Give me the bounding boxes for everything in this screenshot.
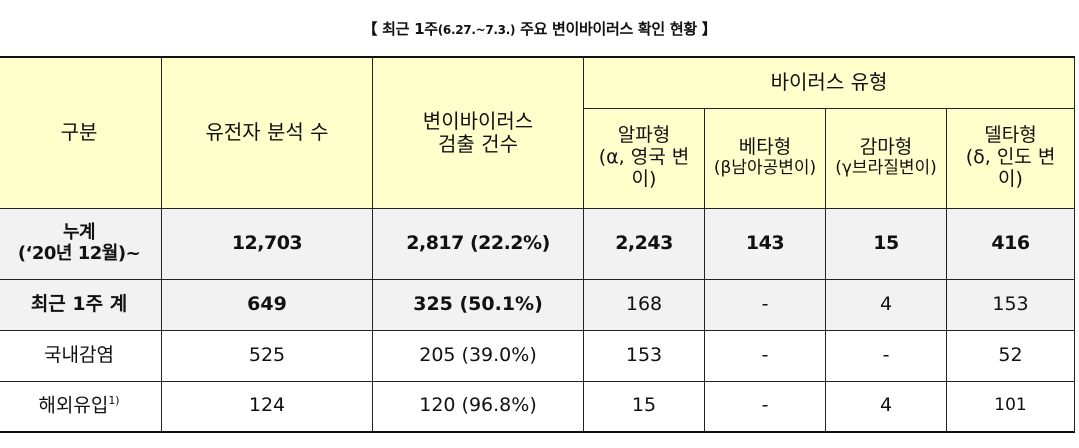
cell-delta: 101: [945, 380, 1076, 433]
cell-gamma: 15: [825, 207, 947, 280]
table-row-domestic: 국내감염 525 205 (39.0%) 153 - - 52: [0, 329, 1076, 382]
row-label-cumulative: 누계 (‘20년 12월)~: [0, 207, 162, 280]
header-alpha: 알파형 (α, 영국 변 이): [583, 107, 705, 209]
row-label-domestic: 국내감염: [0, 329, 162, 382]
table-caption: 【 최근 1주(6.27.~7.3.) 주요 변이바이러스 확인 현황 】: [0, 18, 1079, 39]
cell-beta: -: [704, 278, 826, 331]
cell-delta: 52: [945, 329, 1076, 382]
header-category: 구분: [0, 56, 162, 209]
header-gamma: 감마형 (γ브라질변이): [825, 107, 947, 209]
row-label-recent-week: 최근 1주 계: [0, 278, 162, 331]
cell-genome: 12,703: [161, 207, 373, 280]
header-variant-detected: 변이바이러스 검출 건수: [372, 56, 584, 209]
cell-variant: 325 (50.1%): [372, 278, 584, 331]
cell-beta: 143: [704, 207, 826, 280]
table-row-imported: 해외유입1) 124 120 (96.8%) 15 - 4 101: [0, 380, 1076, 433]
header-beta: 베타형 (β남아공변이): [704, 107, 826, 209]
cell-beta: -: [704, 380, 826, 433]
footnote-marker: 1): [108, 394, 120, 408]
cell-gamma: 4: [825, 380, 947, 433]
cell-variant: 120 (96.8%): [372, 380, 584, 433]
cell-delta: 416: [945, 207, 1076, 280]
cell-beta: -: [704, 329, 826, 382]
caption-close: 주요 변이바이러스 확인 현황 】: [515, 20, 717, 38]
cell-genome: 649: [161, 278, 373, 331]
cell-alpha: 168: [583, 278, 705, 331]
caption-period: (6.27.~7.3.): [437, 23, 516, 37]
cell-alpha: 15: [583, 380, 705, 433]
cell-genome: 124: [161, 380, 373, 433]
header-virus-type: 바이러스 유형: [582, 56, 1076, 109]
cell-variant: 205 (39.0%): [372, 329, 584, 382]
table-row-recent-week: 최근 1주 계 649 325 (50.1%) 168 - 4 153: [0, 278, 1076, 331]
cell-alpha: 2,243: [583, 207, 705, 280]
cell-alpha: 153: [583, 329, 705, 382]
header-genome-count: 유전자 분석 수: [161, 56, 373, 209]
caption-open: 【 최근 1주: [362, 20, 438, 38]
cell-gamma: -: [825, 329, 947, 382]
cell-variant: 2,817 (22.2%): [372, 207, 584, 280]
variant-status-table: 구분 유전자 분석 수 변이바이러스 검출 건수 바이러스 유형 알파형 (α,…: [0, 56, 1076, 433]
cell-genome: 525: [161, 329, 373, 382]
table-row-cumulative: 누계 (‘20년 12월)~ 12,703 2,817 (22.2%) 2,24…: [0, 207, 1076, 280]
cell-gamma: 4: [825, 278, 947, 331]
cell-delta: 153: [945, 278, 1076, 331]
row-label-imported: 해외유입1): [0, 380, 162, 433]
header-delta: 델타형 (δ, 인도 변 이): [945, 107, 1076, 209]
